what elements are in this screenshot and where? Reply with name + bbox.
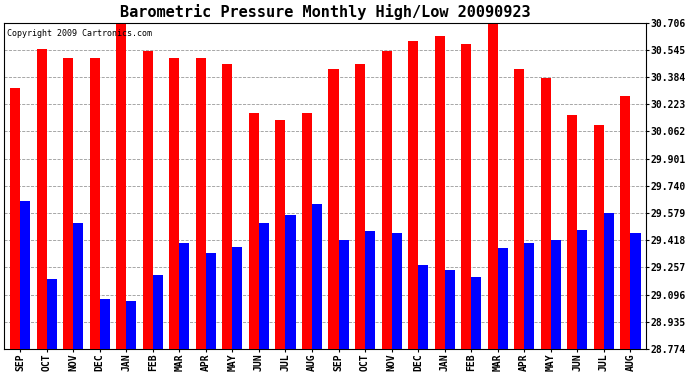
Bar (73, 223, 83, 349)
Bar (47, 279, 57, 349)
Bar (631, 233, 640, 349)
Bar (233, 247, 242, 349)
Bar (302, 113, 312, 349)
Bar (196, 57, 206, 349)
Bar (594, 125, 604, 349)
Bar (497, 248, 508, 349)
Bar (445, 270, 455, 349)
Bar (578, 230, 587, 349)
Bar (143, 51, 152, 349)
Bar (100, 299, 110, 349)
Bar (286, 214, 295, 349)
Bar (275, 120, 286, 349)
Bar (169, 57, 179, 349)
Bar (126, 301, 137, 349)
Bar (471, 277, 482, 349)
Bar (328, 69, 339, 349)
Bar (312, 204, 322, 349)
Bar (90, 57, 100, 349)
Bar (408, 40, 418, 349)
Bar (435, 36, 445, 349)
Bar (179, 243, 190, 349)
Bar (206, 254, 216, 349)
Bar (10, 88, 20, 349)
Bar (392, 233, 402, 349)
Bar (418, 265, 428, 349)
Bar (20, 201, 30, 349)
Bar (382, 51, 392, 349)
Bar (461, 44, 471, 349)
Bar (259, 223, 269, 349)
Bar (524, 243, 535, 349)
Bar (249, 113, 259, 349)
Bar (37, 49, 47, 349)
Bar (63, 57, 73, 349)
Bar (339, 240, 348, 349)
Bar (551, 240, 561, 349)
Bar (355, 64, 365, 349)
Bar (365, 231, 375, 349)
Bar (514, 69, 524, 349)
Bar (152, 275, 163, 349)
Text: Copyright 2009 Cartronics.com: Copyright 2009 Cartronics.com (8, 29, 152, 38)
Bar (604, 213, 614, 349)
Bar (116, 24, 126, 349)
Bar (541, 78, 551, 349)
Bar (620, 96, 631, 349)
Bar (567, 115, 578, 349)
Bar (222, 64, 233, 349)
Bar (488, 24, 497, 349)
Title: Barometric Pressure Monthly High/Low 20090923: Barometric Pressure Monthly High/Low 200… (120, 4, 531, 20)
